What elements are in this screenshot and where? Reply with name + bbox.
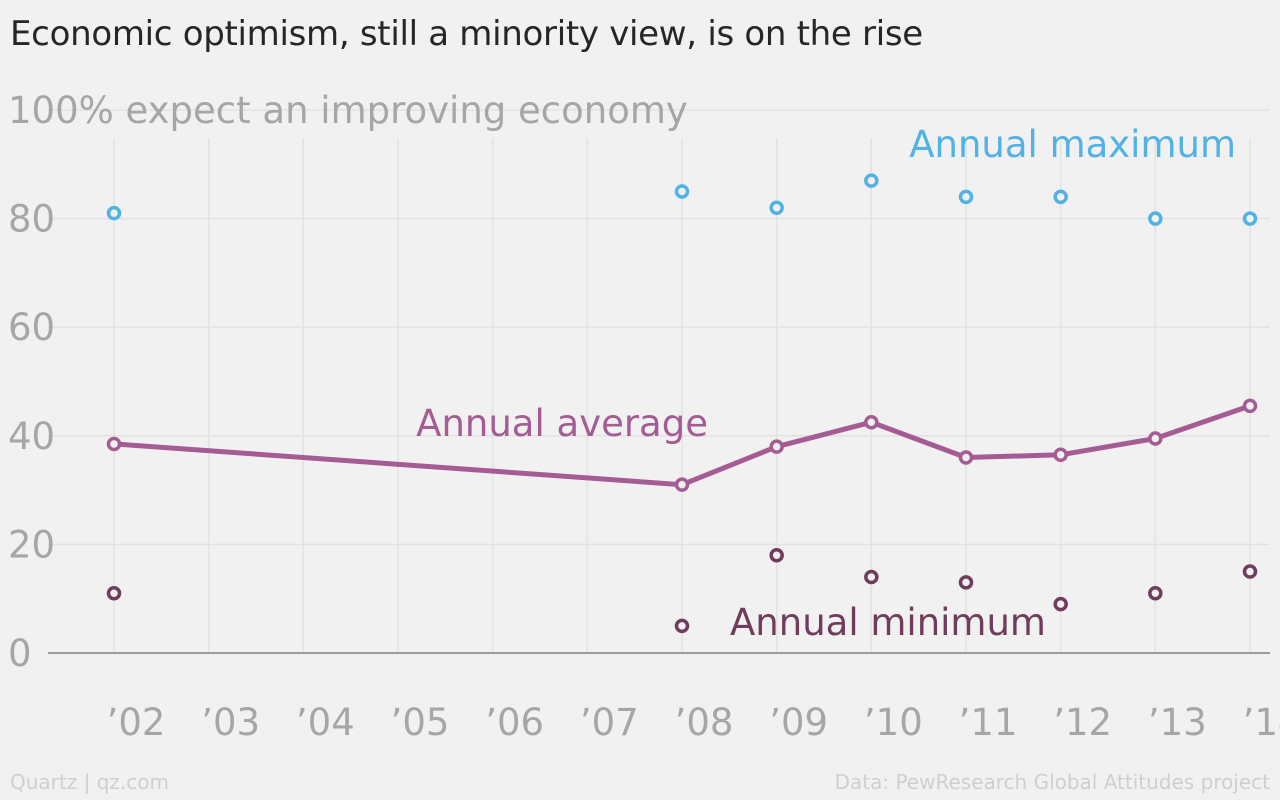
x-tick-label: ’02 xyxy=(107,701,166,744)
y-tick-label: 0 xyxy=(8,632,32,675)
x-tick-label: ’07 xyxy=(580,701,639,744)
x-tick-label: ’08 xyxy=(675,701,734,744)
x-tick-label: ’05 xyxy=(391,701,450,744)
chart-title: Economic optimism, still a minority view… xyxy=(10,14,923,54)
annual-average-point xyxy=(769,439,784,454)
annual-maximum-point xyxy=(1148,211,1163,226)
series-label-layer: Annual maximum Annual average Annual minim… xyxy=(416,123,1236,644)
x-tick-label: ’04 xyxy=(296,701,355,744)
annual-maximum-point xyxy=(769,200,784,215)
x-tick-label: ’11 xyxy=(959,701,1018,744)
grid-layer xyxy=(48,109,1270,653)
annual-minimum-point xyxy=(1242,564,1258,579)
annual-minimum-point xyxy=(1148,586,1163,601)
annual-maximum-point xyxy=(958,189,974,205)
footer-source: Data: PewResearch Global Attitudes proje… xyxy=(834,770,1270,794)
annual-minimum-point xyxy=(769,548,784,563)
annual-average-label: Annual average xyxy=(416,402,708,445)
y-axis-top-label: 100% expect an improving economy xyxy=(8,89,688,132)
annual-maximum-label: Annual maximum xyxy=(909,123,1236,166)
y-tick-label: 40 xyxy=(8,415,55,458)
annual-average-point xyxy=(864,414,879,430)
annual-average-point xyxy=(1053,447,1068,463)
annual-average-point xyxy=(1242,398,1258,414)
annual-average-line xyxy=(111,403,1253,488)
footer-credit: Quartz | qz.com xyxy=(10,770,169,794)
annual-maximum-point xyxy=(1053,189,1068,205)
x-tick-label: ’14 xyxy=(1243,701,1280,744)
y-tick-label: 80 xyxy=(8,198,55,241)
y-tick-label: 20 xyxy=(8,523,55,566)
annual-average-point xyxy=(674,477,690,492)
annual-maximum-point xyxy=(106,205,122,221)
annual-minimum-point xyxy=(1053,596,1068,612)
annual-minimum-point xyxy=(864,569,879,585)
x-tick-label: ’10 xyxy=(864,701,923,744)
axis-layer: 0 20 40 60 80 100% expect an improving econom… xyxy=(8,89,1280,744)
annual-minimum-label: Annual minimum xyxy=(730,601,1046,644)
x-tick-label: ’13 xyxy=(1148,701,1207,744)
annual-maximum-point xyxy=(864,173,879,188)
series-layer xyxy=(106,173,1258,634)
y-tick-label: 60 xyxy=(8,306,55,349)
x-tick-label: ’12 xyxy=(1053,701,1112,744)
x-tick-label: ’06 xyxy=(485,701,544,744)
annual-average-point xyxy=(1148,431,1163,446)
annual-maximum-point xyxy=(674,184,690,199)
annual-average-point xyxy=(958,450,974,465)
annual-minimum-point xyxy=(674,618,690,634)
x-tick-label: ’09 xyxy=(769,701,828,744)
x-tick-label: ’03 xyxy=(201,701,260,744)
annual-average-point xyxy=(106,436,122,452)
annual-maximum-point xyxy=(1242,211,1258,226)
annual-minimum-point xyxy=(958,575,974,590)
annual-minimum-point xyxy=(106,586,122,601)
